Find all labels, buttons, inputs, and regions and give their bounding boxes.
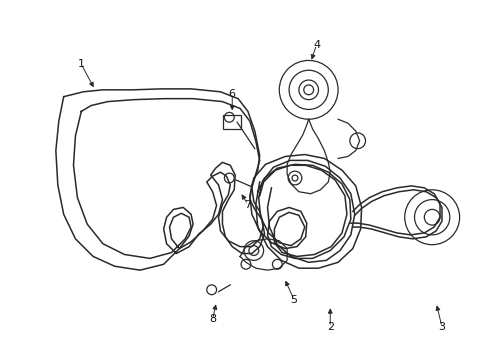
- Text: 4: 4: [312, 40, 320, 50]
- Text: 8: 8: [209, 314, 216, 324]
- Text: 7: 7: [244, 199, 251, 210]
- Text: 2: 2: [326, 322, 333, 332]
- FancyBboxPatch shape: [223, 115, 241, 129]
- Text: 5: 5: [290, 294, 297, 305]
- Text: 1: 1: [78, 59, 84, 69]
- Text: 3: 3: [438, 322, 445, 332]
- Text: 6: 6: [228, 89, 235, 99]
